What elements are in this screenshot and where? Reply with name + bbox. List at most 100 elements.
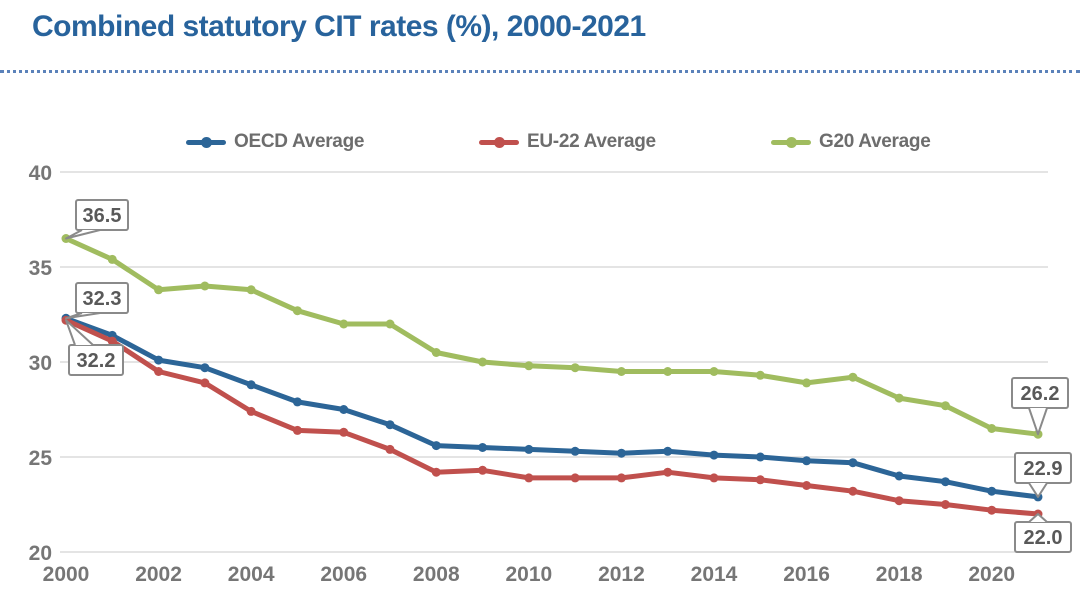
data-point-oecd-average-2010 (524, 444, 534, 454)
data-point-eu-22-average-2016 (802, 481, 812, 490)
legend-item-oecd: OECD Average (186, 131, 364, 153)
data-point-eu-22-average-2013 (663, 467, 673, 477)
data-point-oecd-average-2009 (478, 443, 488, 452)
legend-item-g20: G20 Average (771, 131, 931, 153)
callout-value-label: 32.2 (77, 350, 116, 372)
data-point-g20-average-2002 (154, 285, 164, 295)
data-point-eu-22-average-2019 (940, 500, 950, 509)
x-tick-label-2002: 2002 (135, 563, 182, 586)
data-point-eu-22-average-2014 (709, 473, 719, 483)
y-tick-label-35: 35 (29, 257, 53, 280)
data-point-eu-22-average-2001 (107, 336, 117, 346)
data-point-eu-22-average-2003 (200, 378, 210, 388)
data-point-g20-average-2009 (478, 357, 488, 367)
oecd-line-marker-icon (186, 136, 226, 148)
data-point-oecd-average-2012 (616, 448, 626, 458)
data-point-g20-average-2016 (802, 378, 812, 388)
data-point-eu-22-average-2018 (894, 496, 904, 506)
x-tick-label-2008: 2008 (413, 563, 460, 586)
data-point-eu-22-average-2008 (431, 467, 441, 477)
data-point-g20-average-2004 (246, 285, 256, 295)
data-point-oecd-average-2015 (755, 452, 765, 462)
callout-box (68, 344, 124, 376)
callout-eu-22-average-2000: 32.2 (65, 319, 124, 376)
data-point-g20-average-2014 (709, 367, 719, 376)
y-tick-label-30: 30 (29, 352, 52, 375)
data-point-eu-22-average-2007 (385, 444, 395, 454)
data-point-oecd-average-2013 (663, 446, 673, 456)
callout-oecd-average-2021: 22.9 (1014, 452, 1072, 498)
x-tick-label-2016: 2016 (783, 563, 830, 586)
data-point-oecd-average-2011 (570, 446, 580, 456)
callout-box (75, 282, 129, 314)
series-line-eu-22-average (63, 317, 1041, 517)
dotted-separator (0, 70, 1080, 73)
data-point-g20-average-2017 (848, 372, 858, 382)
data-point-eu-22-average-2006 (339, 427, 349, 437)
data-point-oecd-average-2018 (894, 471, 904, 481)
callout-box (75, 199, 129, 231)
callout-value-label: 32.3 (83, 288, 122, 310)
data-point-oecd-average-2016 (802, 456, 812, 466)
y-tick-label-25: 25 (29, 447, 53, 470)
data-point-oecd-average-2005 (292, 397, 302, 407)
data-point-g20-average-2007 (385, 319, 395, 329)
data-point-g20-average-2003 (200, 281, 210, 291)
data-point-g20-average-2013 (663, 367, 673, 376)
data-point-eu-22-average-2020 (987, 505, 997, 515)
data-point-oecd-average-2020 (987, 486, 997, 496)
eu22-line-marker-icon (479, 136, 519, 148)
data-point-eu-22-average-2009 (478, 465, 488, 475)
callout-pointer (1028, 482, 1048, 498)
data-point-oecd-average-2019 (940, 477, 950, 487)
data-point-eu-22-average-2017 (848, 486, 858, 496)
callout-pointer (65, 229, 101, 240)
callout-value-label: 22.9 (1024, 458, 1063, 480)
callout-eu-22-average-2021: 22.0 (1014, 513, 1072, 553)
data-point-g20-average-2008 (431, 348, 441, 357)
data-point-g20-average-2006 (339, 319, 349, 329)
x-tick-label-2020: 2020 (968, 563, 1015, 586)
data-point-g20-average-2015 (755, 370, 765, 380)
callout-pointer (1028, 513, 1048, 523)
legend-label-oecd: OECD Average (234, 131, 365, 152)
callout-value-label: 22.0 (1024, 527, 1063, 549)
series-line-g20-average (63, 236, 1041, 437)
data-point-oecd-average-2003 (200, 363, 210, 373)
data-point-eu-22-average-2004 (246, 406, 256, 416)
callout-value-label: 26.2 (1021, 383, 1060, 405)
callout-oecd-average-2000: 32.3 (65, 282, 129, 320)
callout-pointer (65, 312, 101, 320)
x-tick-label-2006: 2006 (320, 563, 367, 586)
x-tick-label-2004: 2004 (228, 563, 275, 586)
g20-line-marker-icon (771, 136, 811, 148)
data-point-oecd-average-2007 (385, 420, 395, 430)
data-point-eu-22-average-2005 (292, 425, 302, 435)
data-point-oecd-average-2006 (339, 405, 349, 414)
callout-pointer (1028, 407, 1048, 436)
data-point-oecd-average-2004 (246, 380, 256, 390)
data-point-g20-average-2012 (616, 367, 626, 376)
data-point-oecd-average-2017 (848, 458, 858, 468)
data-point-g20-average-2019 (940, 401, 950, 411)
series-line-oecd-average (63, 315, 1041, 500)
y-tick-label-40: 40 (29, 162, 52, 185)
data-point-oecd-average-2014 (709, 450, 719, 460)
x-tick-label-2014: 2014 (691, 563, 738, 586)
data-point-eu-22-average-2010 (524, 473, 534, 483)
legend-item-eu22: EU-22 Average (479, 131, 656, 153)
x-tick-label-2010: 2010 (505, 563, 552, 586)
callout-g20-average-2021: 26.2 (1011, 377, 1069, 436)
data-point-g20-average-2011 (570, 363, 580, 373)
callout-value-label: 36.5 (83, 205, 122, 227)
x-tick-label-2018: 2018 (876, 563, 923, 586)
data-point-g20-average-2018 (894, 393, 904, 403)
data-point-g20-average-2010 (524, 361, 534, 371)
data-point-eu-22-average-2015 (755, 475, 765, 485)
page-title: Combined statutory CIT rates (%), 2000-2… (32, 10, 646, 43)
x-tick-label-2000: 2000 (43, 563, 90, 586)
callout-pointer (65, 319, 94, 346)
data-point-oecd-average-2008 (431, 441, 441, 451)
